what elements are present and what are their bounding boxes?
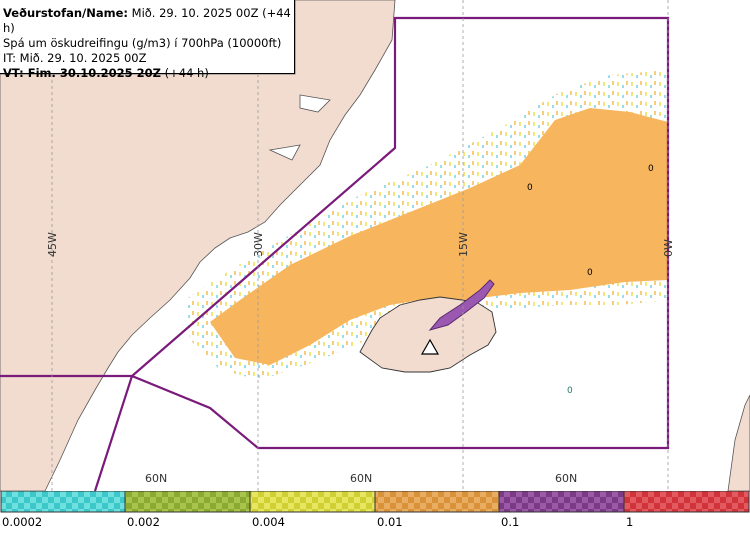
legend-label-4: 0.01 bbox=[377, 515, 403, 529]
legend-label-5: 0.1 bbox=[501, 515, 520, 529]
forecast-info-box: Veðurstofan/Name: Mið. 29. 10. 2025 00Z … bbox=[0, 0, 295, 80]
lat-label-3: 60N bbox=[555, 472, 577, 485]
lon-label-15w: 15W bbox=[457, 232, 470, 257]
legend-labels: 0.0002 0.002 0.004 0.01 0.1 1 bbox=[0, 515, 750, 532]
advisory-boundary bbox=[129, 16, 670, 450]
iceland-land bbox=[359, 296, 497, 373]
fjord-2 bbox=[268, 144, 301, 161]
cell-label: 0 bbox=[648, 164, 654, 174]
initial-time: IT: Mið. 29. 10. 2025 00Z bbox=[3, 51, 147, 65]
cell-label: 0 bbox=[567, 386, 573, 396]
legend-swatch-3 bbox=[249, 490, 376, 513]
fjord bbox=[299, 94, 331, 113]
lon-label-45w: 45W bbox=[46, 232, 59, 257]
legend-swatch-4 bbox=[374, 490, 500, 513]
cell-label: 0 bbox=[527, 183, 533, 193]
lon-label-0w: 0W bbox=[662, 239, 675, 257]
graticule bbox=[51, 0, 669, 491]
legend-swatch-1 bbox=[0, 490, 126, 513]
legend-swatch-6 bbox=[623, 490, 750, 513]
issuer-label: Veðurstofan/Name: bbox=[3, 6, 128, 20]
legend-swatch-2 bbox=[124, 490, 251, 513]
legend-swatch-5 bbox=[498, 490, 625, 513]
lead-time: (+44 h) bbox=[164, 66, 209, 80]
lon-label-30w: 30W bbox=[252, 232, 265, 257]
legend-label-3: 0.004 bbox=[252, 515, 285, 529]
lat-label-1: 60N bbox=[145, 472, 167, 485]
issue-time: Mið. 29. 10. 2025 00Z (+44 h) bbox=[3, 6, 291, 35]
lat-label-2: 60N bbox=[350, 472, 372, 485]
legend-label-2: 0.002 bbox=[127, 515, 160, 529]
volcano-marker-icon bbox=[420, 338, 440, 355]
cell-label: 0 bbox=[587, 268, 593, 278]
ash-plume-orange bbox=[210, 108, 668, 365]
legend-label-1: 0.0002 bbox=[2, 515, 43, 529]
valid-time: VT: Fim. 30.10.2025 20Z bbox=[3, 66, 161, 80]
greenland-land bbox=[0, 0, 396, 492]
legend-swatches bbox=[0, 490, 750, 513]
fir-boundary-west bbox=[0, 374, 134, 492]
legend-label-6: 1 bbox=[626, 515, 634, 529]
concentration-legend bbox=[0, 490, 750, 513]
ash-plume-purple bbox=[428, 279, 495, 331]
forecast-description: Spá um öskudreifingu (g/m3) í 700hPa (10… bbox=[3, 36, 282, 50]
